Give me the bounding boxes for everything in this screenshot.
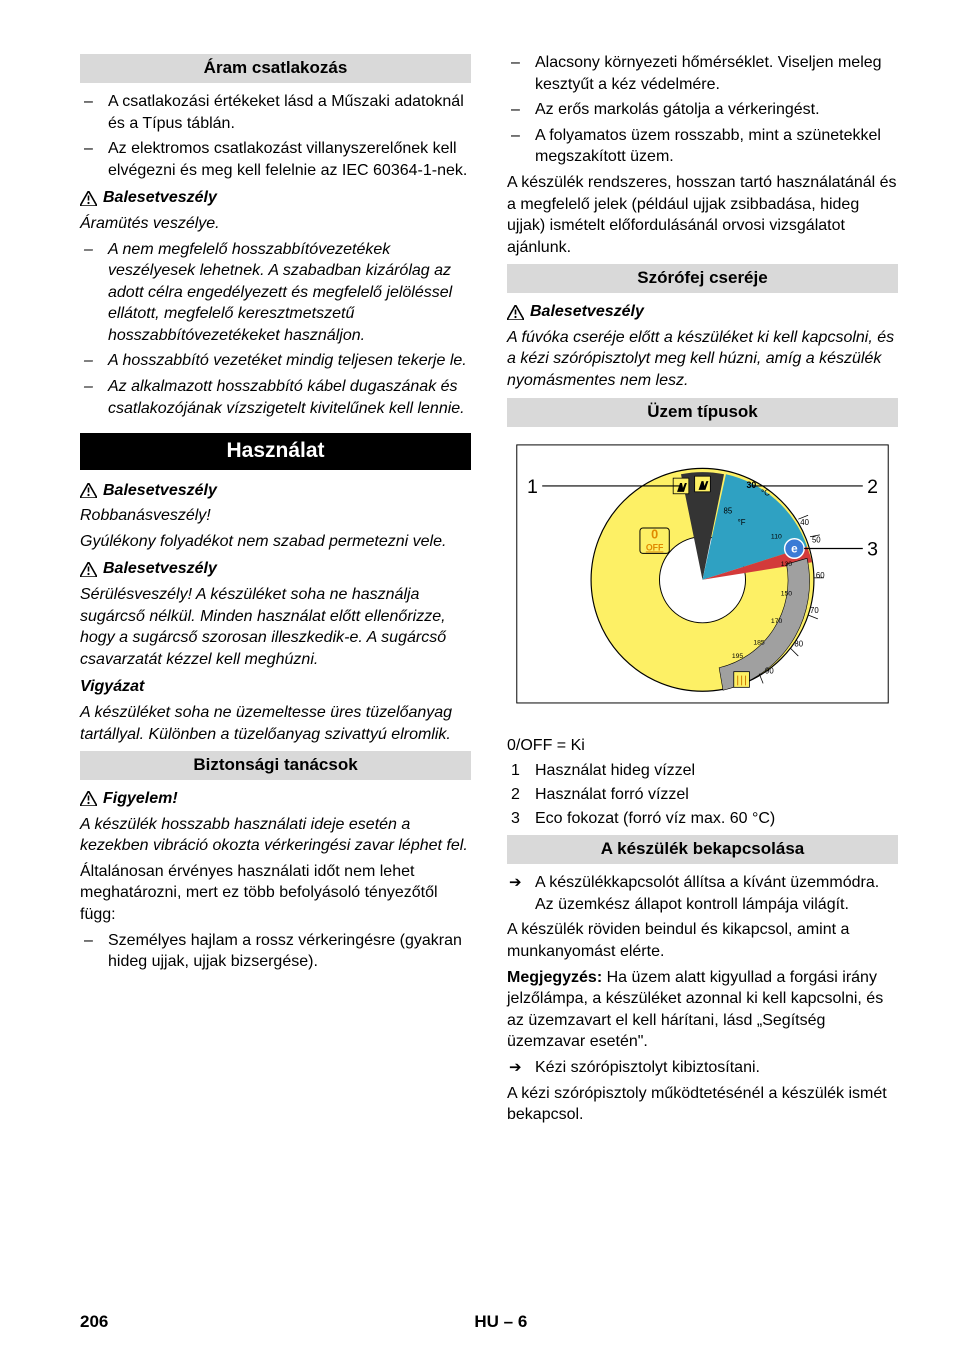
- list-item: Az erős markolás gátolja a vérkeringést.: [535, 99, 898, 121]
- svg-text:170: 170: [771, 617, 783, 624]
- warn-baleset-4: Balesetveszély: [507, 301, 898, 323]
- list-text: Használat forró vízzel: [535, 786, 689, 803]
- heading-biztonsagi: Biztonsági tanácsok: [80, 751, 471, 780]
- list-text: Eco fokozat (forró víz max. 60 °C): [535, 810, 775, 827]
- svg-text:30: 30: [746, 480, 756, 490]
- svg-text:0: 0: [651, 527, 658, 541]
- svg-text:°C: °C: [761, 488, 770, 497]
- eco-badge: e: [785, 538, 805, 558]
- warning-triangle-icon: [80, 562, 97, 577]
- note-text: Megjegyzés: Ha üzem alatt kigyullad a fo…: [507, 967, 898, 1053]
- svg-text:90: 90: [765, 666, 774, 675]
- warning-triangle-icon: [507, 305, 524, 320]
- warning-text: Sérülésveszély! A készüléket soha ne has…: [80, 584, 471, 670]
- body-text: Általánosan érvényes használati időt nem…: [80, 861, 471, 926]
- heading-szorofej: Szórófej cseréje: [507, 264, 898, 293]
- svg-text:e: e: [791, 542, 798, 555]
- list-item: 3 Eco fokozat (forró víz max. 60 °C): [535, 808, 898, 830]
- arrow-list-1: A készülékkapcsolót állítsa a kívánt üze…: [507, 872, 898, 915]
- svg-text:70: 70: [810, 606, 819, 615]
- heading-bekapcsolas: A készülék bekapcsolása: [507, 835, 898, 864]
- warning-triangle-icon: [80, 483, 97, 498]
- list-text: A készülékkapcsolót állítsa a kívánt üze…: [535, 874, 879, 891]
- warn-baleset-2: Balesetveszély: [80, 480, 471, 502]
- list-item: Az alkalmazott hosszabbító kábel dugaszá…: [108, 376, 471, 419]
- page-code: HU – 6: [474, 1311, 527, 1334]
- svg-text:1: 1: [527, 475, 538, 497]
- svg-text:60: 60: [816, 570, 825, 579]
- body-text: A készülék rendszeres, hosszan tartó has…: [507, 172, 898, 258]
- note-label: Megjegyzés:: [507, 969, 602, 986]
- svg-text:50: 50: [812, 535, 821, 544]
- warn-baleset-1: Balesetveszély: [80, 187, 471, 209]
- warning-text: A fúvóka cseréje előtt a készüléket ki k…: [507, 327, 898, 392]
- right-column: Alacsony környezeti hőmérséklet. Viselje…: [507, 48, 898, 1130]
- list-item: A csatlakozási értékeket lásd a Műszaki …: [108, 91, 471, 134]
- warning-label: Balesetveszély: [103, 187, 217, 209]
- svg-text:40: 40: [800, 518, 809, 527]
- arrow-list-2: Kézi szórópisztolyt kibiztosítani.: [507, 1057, 898, 1079]
- numbered-list: 1 Használat hideg vízzel 2 Használat for…: [507, 760, 898, 829]
- warning-triangle-icon: [80, 191, 97, 206]
- dash-list-3: Személyes hajlam a rossz vérkeringésre (…: [80, 930, 471, 973]
- svg-text:80: 80: [794, 639, 803, 648]
- svg-text:85: 85: [724, 506, 733, 515]
- list-item: Személyes hajlam a rossz vérkeringésre (…: [108, 930, 471, 973]
- body-text: A kézi szórópisztoly működtetésénél a ké…: [507, 1083, 898, 1126]
- list-item: A készülékkapcsolót állítsa a kívánt üze…: [535, 872, 898, 915]
- warn-baleset-3: Balesetveszély: [80, 558, 471, 580]
- svg-text:OFF: OFF: [646, 542, 664, 552]
- dash-list-2: A nem megfelelő hosszabbítóvezetékek ves…: [80, 239, 471, 420]
- list-item: Kézi szórópisztolyt kibiztosítani.: [535, 1057, 898, 1079]
- warning-text: Áramütés veszélye.: [80, 213, 471, 235]
- caution-text: A készüléket soha ne üzemeltesse üres tü…: [80, 702, 471, 745]
- page-number: 206: [80, 1311, 108, 1334]
- list-text: Használat hideg vízzel: [535, 762, 695, 779]
- warning-text: A készülék hosszabb használati ideje ese…: [80, 814, 471, 857]
- svg-text:°F: °F: [738, 518, 746, 527]
- svg-text:3: 3: [867, 538, 878, 560]
- list-item: Az elektromos csatlakozást villanyszerel…: [108, 138, 471, 181]
- heading-uzem: Üzem típusok: [507, 398, 898, 427]
- warning-label: Balesetveszély: [103, 480, 217, 502]
- body-text: A készülék röviden beindul és kikapcsol,…: [507, 919, 898, 962]
- off-legend: 0/OFF = Ki: [507, 735, 898, 757]
- heading-hasznalat: Használat: [80, 433, 471, 469]
- list-item: A nem megfelelő hosszabbítóvezetékek ves…: [108, 239, 471, 347]
- list-item: 1 Használat hideg vízzel: [535, 760, 898, 782]
- warning-label: Balesetveszély: [103, 558, 217, 580]
- page-footer: 206 HU – 6 .: [80, 1311, 898, 1334]
- list-item: A folyamatos üzem rosszabb, mint a szüne…: [535, 125, 898, 168]
- svg-text:110: 110: [771, 533, 782, 540]
- mode-dial-diagram: 0 OFF e 30 °C 85 °F 40: [507, 441, 898, 715]
- svg-text:195: 195: [732, 653, 744, 660]
- warning-text: Robbanásveszély!: [80, 505, 471, 527]
- heading-aram: Áram csatlakozás: [80, 54, 471, 83]
- list-item: 2 Használat forró vízzel: [535, 784, 898, 806]
- warning-text: Gyúlékony folyadékot nem szabad permetez…: [80, 531, 471, 553]
- svg-text:130: 130: [781, 561, 793, 568]
- off-label: 0 OFF: [640, 527, 669, 553]
- warning-triangle-icon: [80, 791, 97, 806]
- list-item: A hosszabbító vezetéket mindig teljesen …: [108, 350, 471, 372]
- warning-label: Balesetveszély: [530, 301, 644, 323]
- list-text: Az üzemkész állapot kontroll lámpája vil…: [535, 896, 849, 913]
- list-item: Alacsony környezeti hőmérséklet. Viselje…: [535, 52, 898, 95]
- warning-label: Figyelem!: [103, 788, 178, 810]
- left-column: Áram csatlakozás A csatlakozási értékeke…: [80, 48, 471, 1130]
- dash-list-4: Alacsony környezeti hőmérséklet. Viselje…: [507, 52, 898, 168]
- svg-text:150: 150: [781, 590, 793, 597]
- caution-label: Vigyázat: [80, 676, 471, 698]
- svg-text:185: 185: [753, 639, 765, 646]
- svg-text:2: 2: [867, 475, 878, 497]
- warn-figyelem: Figyelem!: [80, 788, 471, 810]
- dash-list-1: A csatlakozási értékeket lásd a Műszaki …: [80, 91, 471, 181]
